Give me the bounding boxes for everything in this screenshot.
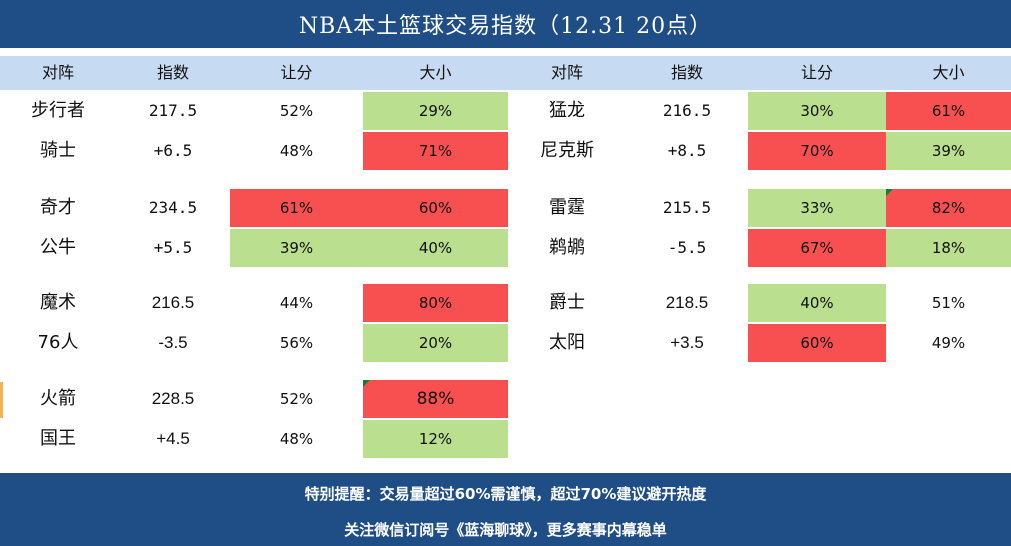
page-title: NBA本土篮球交易指数（12.31 20点） <box>0 0 1011 48</box>
team-name: 国王 <box>40 428 76 449</box>
header-total-left: 大小 <box>419 63 452 82</box>
total-line: 216.5 <box>151 293 195 312</box>
spread-line: +8.5 <box>667 141 707 160</box>
total-line: 215.5 <box>662 198 712 217</box>
spread-pct: 33% <box>748 189 886 227</box>
page-title-text: NBA本土篮球交易指数（12.31 20点） <box>298 14 713 39</box>
total-pct: 71% <box>363 132 508 170</box>
total-pct: 88% <box>363 380 508 418</box>
spread-pct: 61% <box>230 189 363 227</box>
total-pct: 51% <box>931 294 966 312</box>
header-index-right: 指数 <box>670 63 703 82</box>
spread-pct: 56% <box>279 334 314 352</box>
footer-banner: 特别提醒：交易量超过60%需谨慎，超过70%建议避开热度 关注微信订阅号《蓝海聊… <box>0 473 1011 546</box>
header-spread-left: 让分 <box>280 63 313 82</box>
total-line: 218.5 <box>665 293 709 312</box>
spread-line: +6.5 <box>153 141 193 160</box>
total-pct: 39% <box>886 132 1011 170</box>
team-name: 步行者 <box>31 100 85 121</box>
total-pct: 82% <box>886 189 1011 227</box>
spread-line: +5.5 <box>153 238 193 257</box>
team-name: 尼克斯 <box>540 140 594 161</box>
team-name: 鹈鹕 <box>549 237 585 258</box>
team-name: 火箭 <box>40 388 76 409</box>
spread-pct: 67% <box>748 229 886 267</box>
total-pct: 60% <box>363 189 508 227</box>
total-pct: 20% <box>363 324 508 362</box>
comment-marker <box>886 189 893 196</box>
total-line: 228.5 <box>151 389 195 408</box>
header-total-right: 大小 <box>932 63 965 82</box>
spread-pct: 52% <box>279 390 314 408</box>
total-pct: 12% <box>363 420 508 458</box>
team-name: 公牛 <box>40 237 76 258</box>
table-header: 对阵 指数 让分 大小 对阵 指数 让分 大小 <box>0 56 1011 90</box>
footer-warning: 特别提醒：交易量超过60%需谨慎，超过70%建议避开热度 <box>304 485 707 503</box>
header-index-left: 指数 <box>156 63 189 82</box>
team-name: 太阳 <box>549 332 585 353</box>
spread-pct: 70% <box>748 132 886 170</box>
total-line: 217.5 <box>148 101 198 120</box>
row-marker <box>0 382 3 418</box>
header-matchup-left: 对阵 <box>41 63 74 82</box>
spread-pct: 40% <box>748 284 886 322</box>
team-name: 魔术 <box>40 292 76 313</box>
spread-pct: 52% <box>279 102 314 120</box>
spread-line: -3.5 <box>158 333 188 352</box>
team-name: 雷霆 <box>549 197 585 218</box>
spread-pct: 48% <box>279 430 314 448</box>
team-name: 爵士 <box>549 292 585 313</box>
spread-pct: 30% <box>748 92 886 130</box>
header-matchup-right: 对阵 <box>550 63 583 82</box>
spread-pct: 44% <box>279 294 314 312</box>
total-pct: 49% <box>931 334 966 352</box>
team-name: 猛龙 <box>549 100 585 121</box>
spread-pct: 39% <box>230 229 363 267</box>
total-pct: 29% <box>363 92 508 130</box>
spread-line: +4.5 <box>156 429 190 448</box>
spread-pct: 48% <box>279 142 314 160</box>
team-name: 奇才 <box>40 197 76 218</box>
footer-subscribe: 关注微信订阅号《蓝海聊球》，更多赛事内幕稳单 <box>344 521 667 539</box>
spread-line: +3.5 <box>670 333 704 352</box>
header-spread-right: 让分 <box>800 63 833 82</box>
total-line: 234.5 <box>148 198 198 217</box>
spread-pct: 60% <box>748 324 886 362</box>
total-pct: 18% <box>886 229 1011 267</box>
comment-marker <box>363 380 370 387</box>
spread-line: -5.5 <box>667 238 707 257</box>
team-name: 76人 <box>37 332 79 353</box>
total-line: 216.5 <box>662 101 712 120</box>
total-pct: 40% <box>363 229 508 267</box>
total-pct: 80% <box>363 284 508 322</box>
team-name: 骑士 <box>40 140 76 161</box>
total-pct: 61% <box>886 92 1011 130</box>
